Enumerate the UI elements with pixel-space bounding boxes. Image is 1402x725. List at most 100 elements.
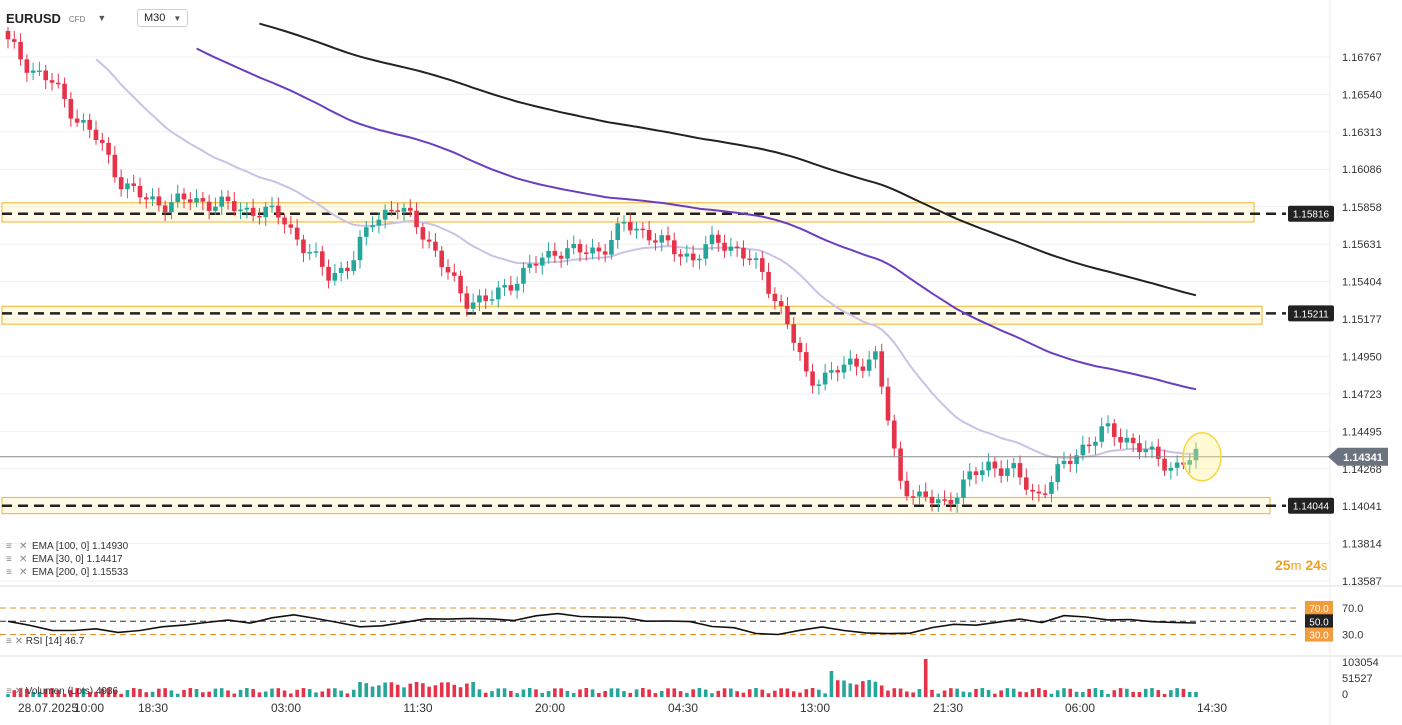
candle-body — [1174, 462, 1180, 468]
volume-bar — [383, 682, 387, 697]
volume-bar — [710, 693, 714, 697]
candle-body — [231, 201, 237, 212]
caret-down-icon[interactable]: ▼ — [97, 13, 107, 23]
volume-tick-label: 0 — [1342, 689, 1348, 701]
close-icon[interactable]: ✕ — [19, 567, 28, 578]
y-tick-label: 1.14268 — [1342, 464, 1382, 476]
volume-bar — [703, 689, 708, 697]
timeframe-selector[interactable]: M30 ▼ — [137, 9, 189, 27]
candle-body — [942, 499, 947, 501]
volume-bar — [1055, 690, 1060, 697]
volume-bar — [345, 693, 350, 697]
candle-body — [1049, 482, 1054, 494]
candle-body — [11, 39, 17, 42]
volume-bar — [18, 688, 23, 697]
candle-body — [332, 272, 338, 281]
x-tick-label: 20:00 — [535, 701, 565, 715]
symbol-selector[interactable]: EURUSD CFD ▼ — [6, 8, 106, 28]
volume-bar — [804, 689, 809, 697]
volume-bar — [1106, 693, 1110, 697]
timeframe-value: M30 — [144, 12, 166, 24]
volume-bar — [282, 690, 287, 697]
volume-bar — [245, 688, 249, 697]
candle-body — [734, 246, 740, 249]
volume-bar — [1131, 691, 1135, 697]
volume-bar — [622, 691, 626, 697]
settings-icon[interactable]: ≡ ✕ — [6, 636, 23, 647]
volume-bar — [678, 691, 683, 697]
candle-body — [533, 263, 539, 266]
volume-bar — [157, 688, 161, 697]
volume-bar — [911, 692, 915, 697]
candle-body — [565, 248, 570, 259]
rsi-level-badge — [1305, 627, 1333, 642]
volume-bar — [955, 688, 959, 697]
volume-bar — [1181, 688, 1186, 697]
volume-bar — [1087, 688, 1091, 697]
indicator-ema30[interactable]: ≡ ✕ EMA [30, 0] 1.14417 — [6, 553, 128, 566]
candle-body — [244, 207, 250, 210]
settings-icon[interactable]: ≡ — [6, 541, 12, 552]
candle-body — [627, 222, 633, 231]
candle-body — [345, 267, 350, 272]
candle-body — [433, 241, 438, 251]
settings-icon[interactable]: ≡ — [6, 554, 12, 565]
candle-body — [439, 250, 445, 268]
volume-bar — [553, 688, 557, 697]
indicator-ema100[interactable]: ≡ ✕ EMA [100, 0] 1.14930 — [6, 540, 128, 553]
rsi-tick-label: 70.0 — [1342, 603, 1363, 615]
settings-icon[interactable]: ≡ — [6, 567, 12, 578]
candle-body — [37, 70, 42, 72]
ema30-line — [95, 58, 1197, 460]
volume-bar — [861, 681, 865, 697]
candle-body — [1149, 446, 1155, 450]
candle-body — [917, 491, 922, 497]
candle-body — [477, 295, 482, 303]
candle-body — [99, 140, 105, 143]
candle-body — [74, 118, 80, 123]
volume-bar — [685, 692, 689, 697]
volume-bar — [339, 690, 343, 697]
volume-bar — [1162, 693, 1167, 697]
candle-body — [898, 448, 903, 481]
candle-body — [1017, 463, 1023, 478]
rsi-level-label: 50.0 — [1309, 617, 1329, 628]
candle-body — [835, 370, 841, 373]
rsi-legend[interactable]: ≡ ✕ RSI [14] 46.7 — [6, 636, 84, 647]
volume-bar — [194, 688, 199, 697]
close-icon[interactable]: ✕ — [19, 554, 28, 565]
candle-body — [634, 228, 639, 231]
close-icon[interactable]: ✕ — [19, 541, 28, 552]
y-tick-label: 1.14723 — [1342, 389, 1382, 401]
candle-body — [68, 98, 74, 119]
indicator-ema200[interactable]: ≡ ✕ EMA [200, 0] 1.15533 — [6, 566, 128, 579]
candle-body — [967, 471, 973, 480]
volume-bar — [1156, 690, 1161, 697]
volume-bar — [56, 690, 61, 697]
candle-body — [401, 207, 407, 212]
volume-bar — [534, 689, 538, 697]
volume-bar — [697, 688, 702, 697]
candle-body — [546, 250, 551, 258]
level-label: 1.15211 — [1293, 309, 1329, 320]
volume-bar — [741, 692, 746, 697]
volume-bar — [226, 690, 230, 697]
candle-body — [301, 239, 306, 254]
candle-body — [822, 372, 828, 385]
volume-legend[interactable]: ≡ ✕ Volumen (Lots) 4936 — [6, 686, 118, 697]
candle-body — [558, 255, 564, 259]
volume-bar — [961, 691, 966, 697]
volume-bar — [87, 692, 92, 697]
settings-icon[interactable]: ≡ ✕ — [6, 686, 23, 697]
volume-bar — [1081, 692, 1085, 697]
candle-body — [24, 59, 30, 73]
candle-body — [552, 250, 558, 256]
candle-body — [269, 205, 275, 208]
volume-bar — [439, 682, 444, 697]
candle-body — [382, 209, 388, 220]
candle-body — [18, 41, 23, 60]
volume-bar — [779, 688, 783, 697]
candle-body — [772, 293, 778, 302]
candle-body — [1099, 426, 1105, 442]
